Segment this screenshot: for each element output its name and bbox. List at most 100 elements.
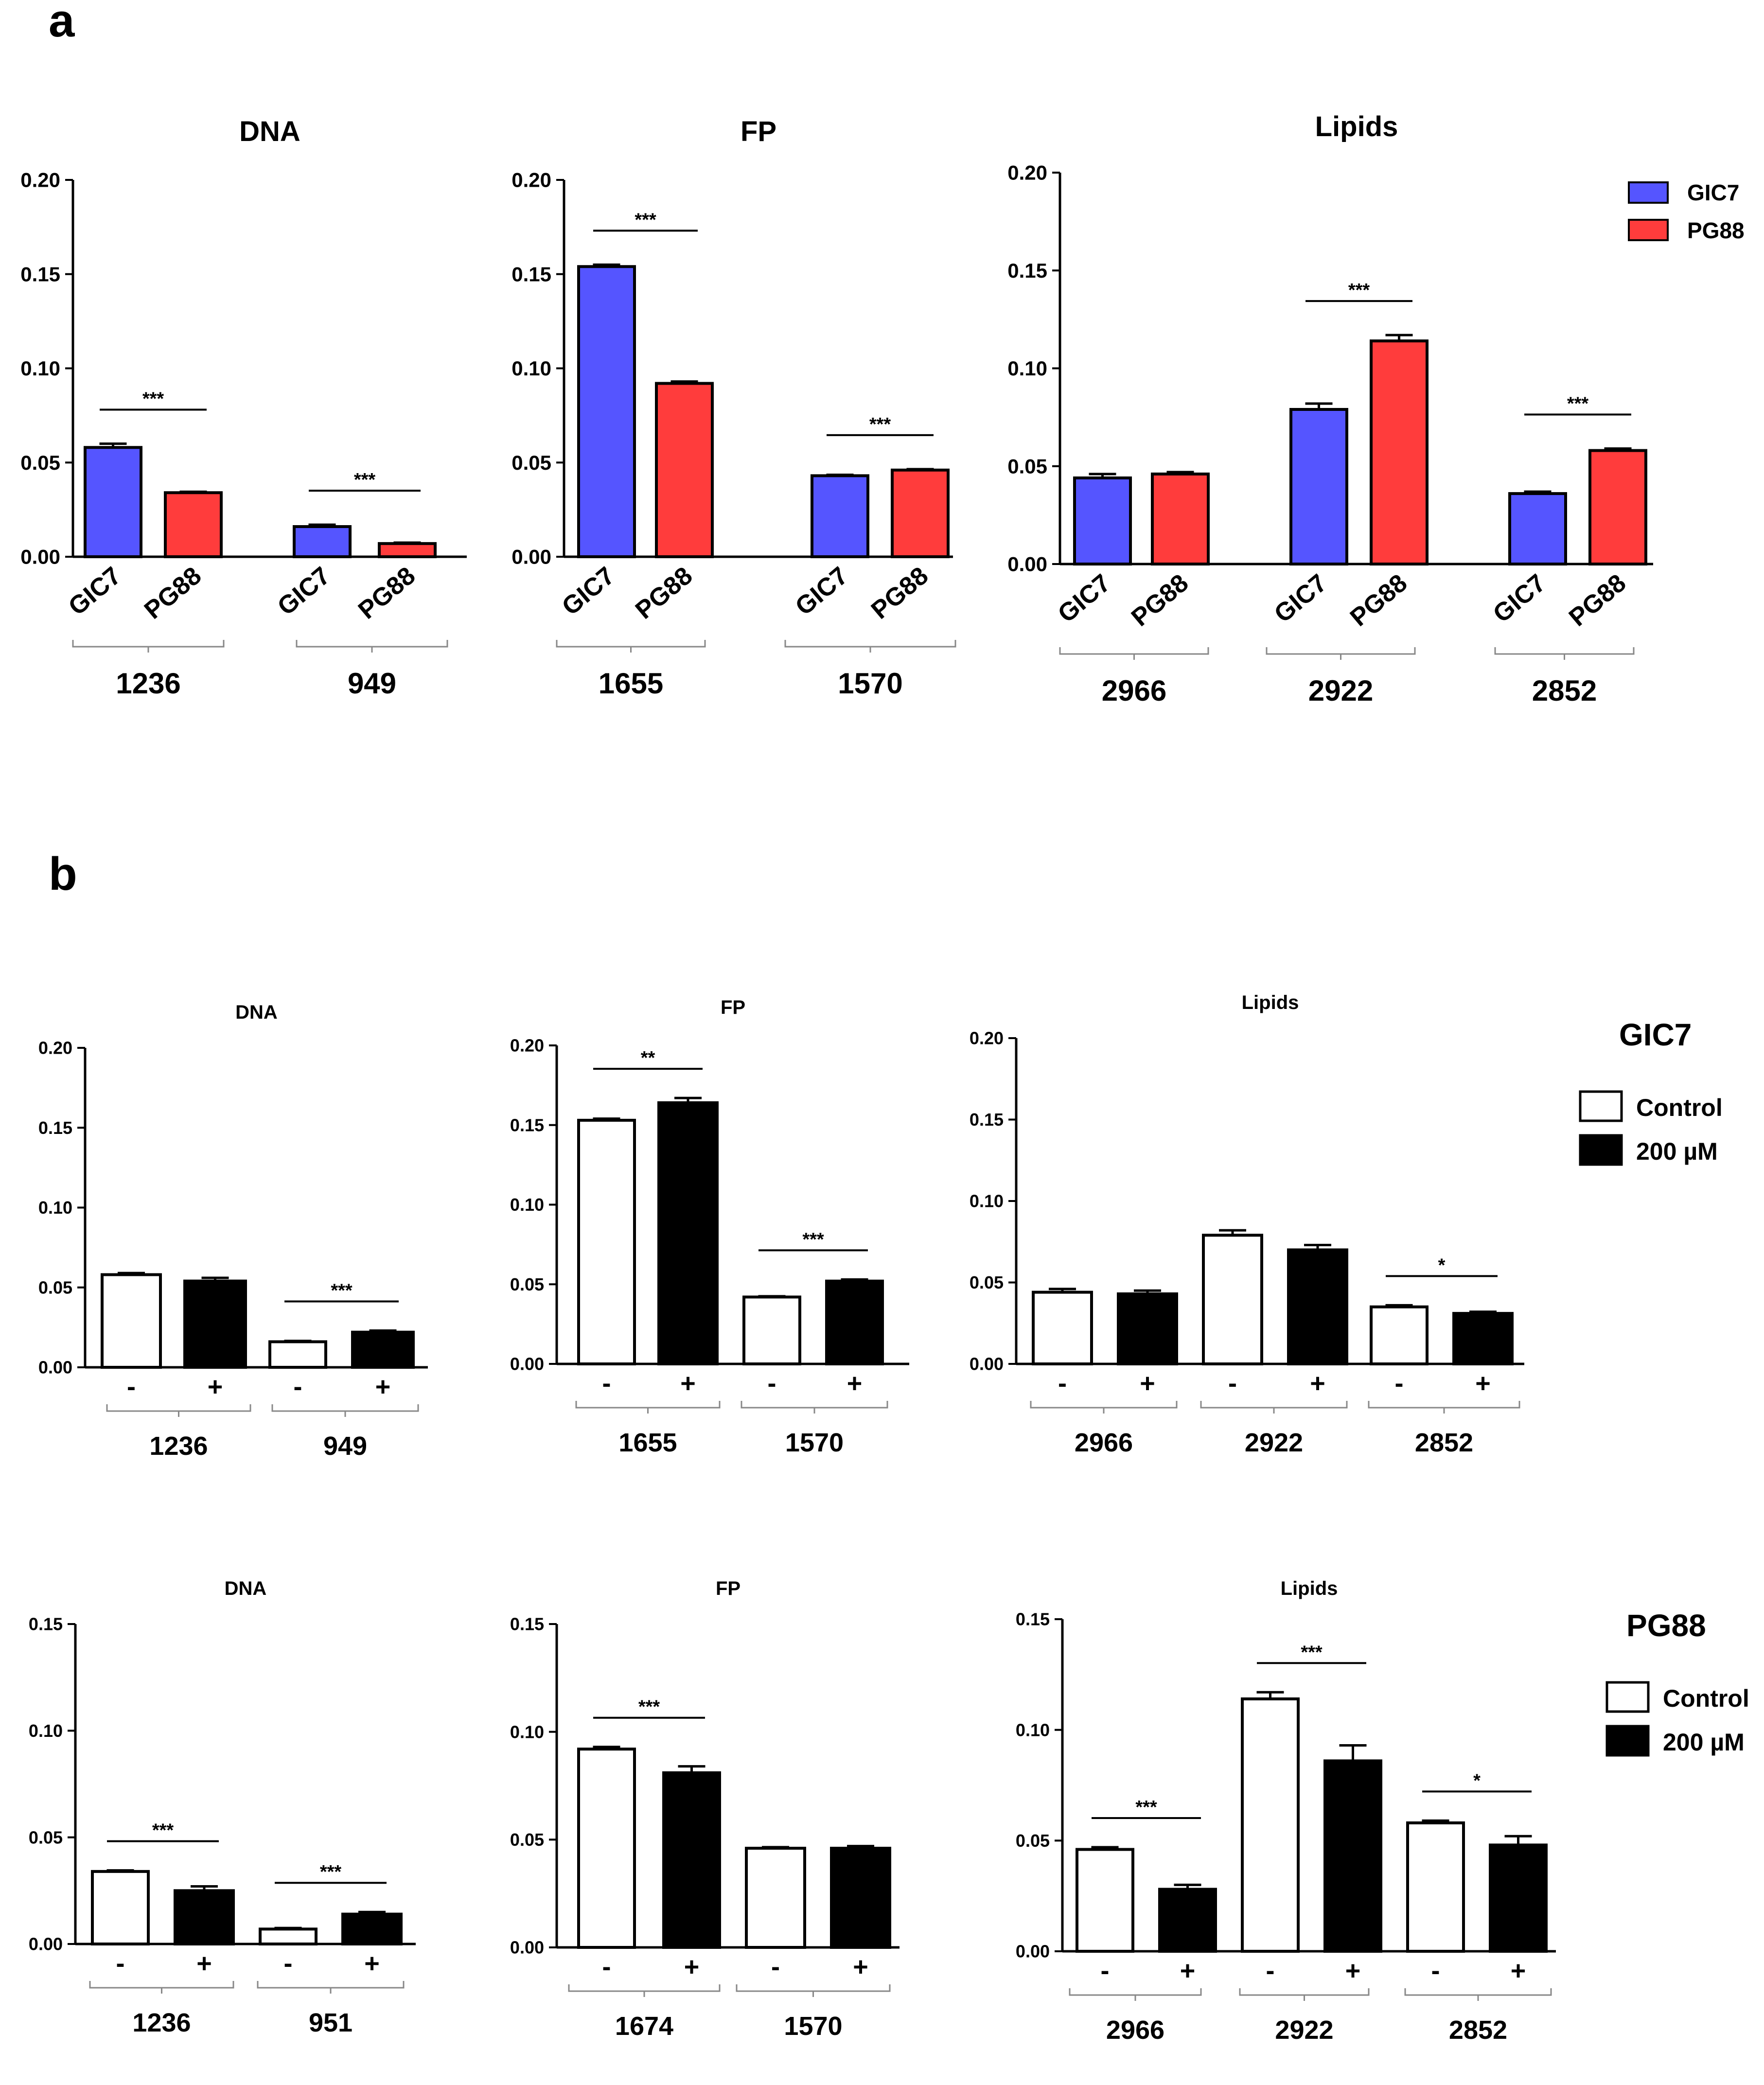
bar-label: - [1395, 1369, 1404, 1398]
group-label: 1236 [149, 1431, 208, 1461]
bar-2922-treated [1287, 1248, 1348, 1365]
sig-marker: *** [331, 1280, 353, 1301]
sig-marker: *** [1348, 280, 1370, 300]
y-tick-label: 0.20 [512, 169, 551, 192]
bar-1236-treated [174, 1889, 235, 1945]
legend-b-pg88-label-control: Control [1663, 1685, 1749, 1712]
y-tick-label: 0.05 [29, 1827, 63, 1847]
bar-label: PG88 [630, 562, 698, 625]
bar-1570-treated [825, 1279, 884, 1365]
chart-b-gic7-lipids: Lipids 0.00 0.05 0.10 0.15 0.20 - +2966 - +2922 - +… [970, 992, 1524, 1457]
group-label: 2922 [1275, 2015, 1333, 2045]
y-tick-label: 0.00 [970, 1354, 1004, 1374]
bar-label: + [1345, 1956, 1361, 1985]
bar-2852-treated [1452, 1312, 1514, 1365]
group-label: 1570 [785, 1428, 844, 1457]
sig-marker: *** [142, 389, 164, 409]
legend-b-pg88-label-treated: 200 µM [1663, 1729, 1745, 1756]
bar-1570-control [742, 1295, 801, 1365]
bar-label: PG88 [1345, 569, 1412, 632]
group-bracket [736, 1984, 891, 1992]
bar-2852-pg88 [1588, 449, 1647, 565]
y-tick-label: 0.10 [512, 357, 551, 380]
group-label: 2852 [1532, 674, 1597, 707]
bar-label: GIC7 [557, 562, 620, 621]
legend-b-gic7-swatch-control [1579, 1090, 1623, 1122]
bar-label: PG88 [353, 562, 421, 625]
chart-b-pg88-dna: DNA 0.00 0.05 0.10 0.15 - +1236 *** - +951 *** [29, 1578, 416, 2037]
group-bracket [1030, 1401, 1178, 1409]
bar-label: + [1140, 1369, 1155, 1398]
group-bracket [556, 640, 706, 648]
y-tick-label: 0.10 [20, 357, 60, 380]
chart-title: Lipids [1242, 992, 1299, 1013]
y-tick-label: 0.00 [510, 1938, 544, 1958]
y-tick-label: 0.05 [512, 451, 551, 474]
legend-a-label-gic7: GIC7 [1687, 180, 1739, 205]
bar-949-treated [351, 1330, 415, 1369]
bar-label: GIC7 [1053, 569, 1116, 628]
sig-marker: *** [320, 1862, 342, 1882]
y-tick-label: 0.10 [1007, 357, 1047, 380]
bar-1655-control [577, 1118, 636, 1366]
y-tick-label: 0.15 [38, 1118, 72, 1138]
bar-label: GIC7 [63, 562, 126, 621]
sig-marker: *** [1301, 1642, 1323, 1662]
bar-label: GIC7 [1488, 569, 1551, 628]
bar-label: - [602, 1369, 611, 1398]
legend-a-label-pg88: PG88 [1687, 218, 1745, 243]
group-label: 949 [323, 1431, 367, 1461]
bar-label: + [364, 1949, 380, 1978]
y-tick-label: 0.05 [510, 1274, 544, 1294]
y-tick-label: 0.15 [512, 263, 551, 285]
sig-marker: *** [354, 470, 376, 490]
bar-label: - [768, 1369, 776, 1398]
y-tick-label: 0.10 [29, 1721, 63, 1741]
bar-1236-pg88 [164, 491, 223, 558]
y-tick-label: 0.15 [20, 263, 60, 285]
bar-label: + [680, 1369, 696, 1398]
y-tick-label: 0.10 [510, 1722, 544, 1742]
bar-label: - [1266, 1956, 1275, 1985]
bar-1236-treated [183, 1279, 247, 1369]
group-bracket [1266, 647, 1416, 655]
bar-label: - [771, 1952, 780, 1981]
y-tick-label: 0.10 [970, 1191, 1004, 1211]
group-label: 1236 [116, 667, 180, 700]
group-bracket [1494, 647, 1635, 655]
y-tick-label: 0.00 [512, 546, 551, 568]
bar-1570-control [745, 1847, 806, 1949]
y-tick-label: 0.20 [510, 1036, 544, 1056]
y-tick-label: 0.05 [970, 1272, 1004, 1292]
y-tick-label: 0.15 [510, 1115, 544, 1135]
bar-label: + [1475, 1369, 1491, 1398]
group-label: 1236 [132, 2008, 191, 2037]
chart-title: FP [721, 997, 745, 1018]
bar-2966-control [1076, 1848, 1134, 1953]
y-tick-label: 0.00 [38, 1358, 72, 1378]
legend-a-swatch-pg88 [1628, 219, 1669, 241]
group-label: 1655 [599, 667, 663, 700]
bar-1655-gic7 [577, 265, 636, 558]
bar-label: GIC7 [790, 562, 853, 621]
bar-949-gic7 [293, 525, 352, 558]
legend-panel-b-gic7: GIC7 Control 200 µM [1579, 1017, 1723, 1166]
bar-1570-treated [830, 1847, 891, 1949]
chart-b-gic7-dna: DNA 0.00 0.05 0.10 0.15 0.20 - +1236 - +949 *** [38, 1002, 428, 1461]
sig-marker: *** [802, 1229, 824, 1250]
bar-label: PG88 [866, 562, 934, 625]
y-tick-label: 0.15 [29, 1614, 63, 1634]
group-label: 951 [309, 2008, 353, 2037]
group-label: 2852 [1449, 2015, 1507, 2045]
group-label: 2966 [1106, 2015, 1164, 2045]
y-tick-label: 0.05 [38, 1277, 72, 1297]
legend-b-pg88-swatch-control [1605, 1681, 1650, 1713]
group-bracket [784, 640, 956, 648]
bar-1236-control [91, 1870, 150, 1945]
sig-marker: * [1473, 1770, 1481, 1791]
y-tick-label: 0.20 [1007, 161, 1047, 184]
